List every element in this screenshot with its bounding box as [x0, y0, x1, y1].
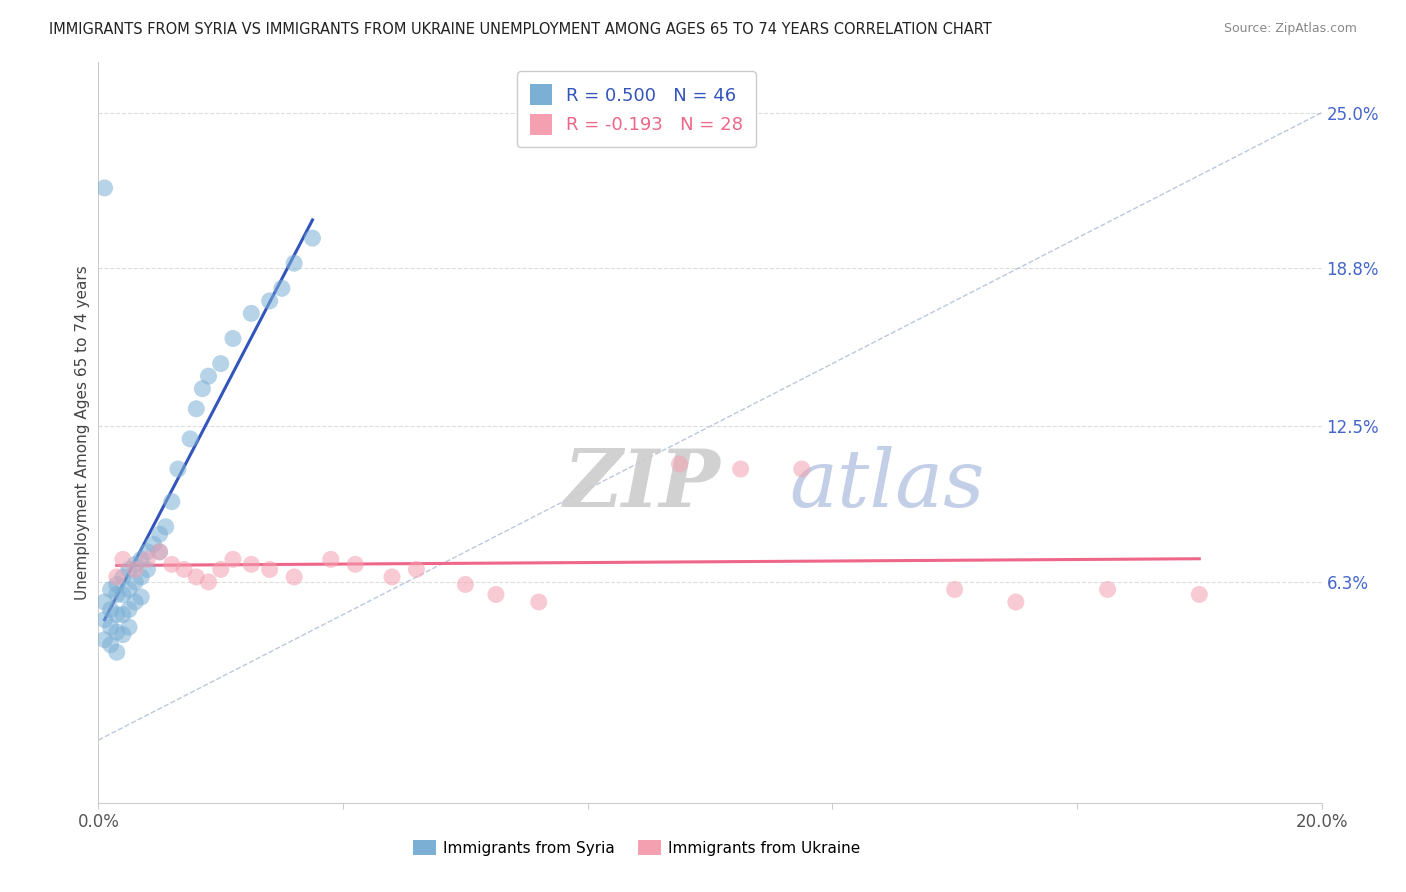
Point	[124, 574, 146, 589]
Point	[111, 552, 134, 566]
Point	[319, 552, 342, 566]
Point	[283, 570, 305, 584]
Point	[142, 537, 165, 551]
Point	[173, 562, 195, 576]
Point	[270, 281, 292, 295]
Point	[381, 570, 404, 584]
Point	[149, 527, 172, 541]
Point	[105, 577, 128, 591]
Point	[111, 607, 134, 622]
Point	[105, 645, 128, 659]
Point	[160, 558, 183, 572]
Point	[105, 587, 128, 601]
Text: ZIP: ZIP	[564, 446, 720, 524]
Point	[197, 574, 219, 589]
Point	[454, 577, 477, 591]
Point	[167, 462, 190, 476]
Point	[222, 331, 245, 345]
Point	[730, 462, 752, 476]
Point	[301, 231, 323, 245]
Point	[136, 562, 159, 576]
Point	[149, 545, 172, 559]
Point	[100, 602, 122, 616]
Point	[179, 432, 201, 446]
Point	[129, 590, 152, 604]
Point	[344, 558, 367, 572]
Point	[240, 306, 263, 320]
Point	[1004, 595, 1026, 609]
Point	[186, 401, 208, 416]
Point	[209, 562, 232, 576]
Point	[105, 570, 128, 584]
Point	[100, 620, 122, 634]
Point	[1097, 582, 1119, 597]
Point	[405, 562, 427, 576]
Point	[111, 570, 134, 584]
Point	[124, 595, 146, 609]
Point	[100, 582, 122, 597]
Point	[118, 582, 141, 597]
Point	[527, 595, 550, 609]
Point	[240, 558, 263, 572]
Point	[118, 602, 141, 616]
Point	[93, 632, 115, 647]
Point	[129, 570, 152, 584]
Point	[118, 562, 141, 576]
Text: IMMIGRANTS FROM SYRIA VS IMMIGRANTS FROM UKRAINE UNEMPLOYMENT AMONG AGES 65 TO 7: IMMIGRANTS FROM SYRIA VS IMMIGRANTS FROM…	[49, 22, 993, 37]
Y-axis label: Unemployment Among Ages 65 to 74 years: Unemployment Among Ages 65 to 74 years	[75, 265, 90, 600]
Point	[155, 520, 177, 534]
Point	[124, 558, 146, 572]
Point	[100, 638, 122, 652]
Legend: Immigrants from Syria, Immigrants from Ukraine: Immigrants from Syria, Immigrants from U…	[406, 834, 866, 862]
Point	[111, 627, 134, 641]
Point	[93, 613, 115, 627]
Point	[129, 552, 152, 566]
Point	[197, 369, 219, 384]
Point	[136, 552, 159, 566]
Point	[485, 587, 508, 601]
Point	[136, 545, 159, 559]
Point	[222, 552, 245, 566]
Point	[943, 582, 966, 597]
Point	[668, 457, 690, 471]
Point	[111, 587, 134, 601]
Point	[790, 462, 813, 476]
Point	[259, 562, 281, 576]
Point	[149, 545, 172, 559]
Point	[160, 494, 183, 508]
Point	[259, 293, 281, 308]
Point	[124, 562, 146, 576]
Point	[209, 357, 232, 371]
Text: atlas: atlas	[790, 446, 986, 524]
Point	[105, 607, 128, 622]
Text: Source: ZipAtlas.com: Source: ZipAtlas.com	[1223, 22, 1357, 36]
Point	[186, 570, 208, 584]
Point	[191, 382, 214, 396]
Point	[283, 256, 305, 270]
Point	[93, 181, 115, 195]
Point	[105, 625, 128, 640]
Point	[1188, 587, 1211, 601]
Point	[118, 620, 141, 634]
Point	[93, 595, 115, 609]
